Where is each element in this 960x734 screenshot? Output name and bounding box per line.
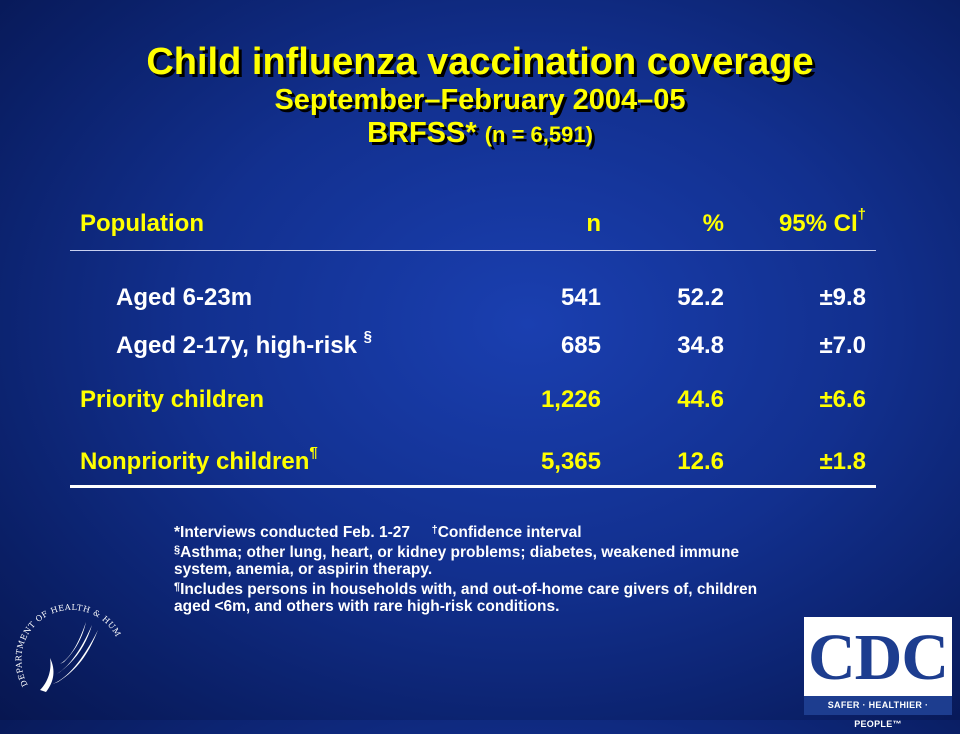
row-percent: 34.8 xyxy=(677,332,724,359)
row-population: Priority children xyxy=(80,386,265,413)
row-percent: 52.2 xyxy=(677,284,724,311)
title-line-3-main: BRFSS* xyxy=(367,117,485,149)
row-ci: ±6.6 xyxy=(819,386,866,413)
hhs-eagle-icon xyxy=(40,622,98,692)
row-percent: 44.6 xyxy=(677,386,724,413)
svg-text:DEPARTMENT OF HEALTH & HUMAN S: DEPARTMENT OF HEALTH & HUMAN SERVICES · … xyxy=(10,590,123,688)
coverage-table: Population n % 95% CI† Aged 6-23m 541 52… xyxy=(70,200,876,486)
header-ci-footnote-mark: † xyxy=(857,206,866,223)
row-n: 685 xyxy=(560,332,601,359)
footnote-high-risk: §Asthma; other lung, heart, or kidney pr… xyxy=(174,544,794,578)
row-population: Aged 6-23m xyxy=(116,284,253,311)
title-line-3-sample-size: (n = 6,591) xyxy=(484,122,593,147)
row-population-label: Nonpriority children xyxy=(80,448,310,475)
row-n: 1,226 xyxy=(540,386,601,413)
hhs-logo: DEPARTMENT OF HEALTH & HUMAN SERVICES · … xyxy=(10,590,130,710)
hhs-seal-ring: DEPARTMENT OF HEALTH & HUMAN SERVICES · … xyxy=(10,590,123,688)
footnote-3-mark: § xyxy=(174,544,181,556)
row-ci: ±9.8 xyxy=(819,284,866,311)
row-population: Aged 2-17y, high-risk § xyxy=(116,328,372,360)
table-row: Aged 2-17y, high-risk § 685 34.8 ±7.0 xyxy=(70,322,876,370)
header-percent: % xyxy=(702,210,724,237)
row-ci: ±7.0 xyxy=(819,332,866,359)
row-ci: ±1.8 xyxy=(819,448,866,475)
row-population: Nonpriority children¶ xyxy=(80,444,318,476)
footnote-4-text: Includes persons in households with, and… xyxy=(174,581,758,615)
header-ci: 95% CI† xyxy=(778,206,866,238)
footnote-2-text: Confidence interval xyxy=(437,524,582,541)
footnote-4-mark: ¶ xyxy=(174,581,181,593)
table-row: Nonpriority children¶ 5,365 12.6 ±1.8 xyxy=(70,438,876,486)
hhs-seal-text: DEPARTMENT OF HEALTH & HUMAN SERVICES · … xyxy=(10,590,122,688)
header-n: n xyxy=(586,210,601,237)
slide-title: Child influenza vaccination coverage Sep… xyxy=(0,40,960,151)
footnote-interviews: *Interviews conducted Feb. 1-27 †Confide… xyxy=(174,524,794,541)
row-population-label: Aged 2-17y, high-risk xyxy=(116,332,364,359)
title-line-2: September–February 2004–05 xyxy=(274,84,686,116)
header-ci-label: 95% CI xyxy=(778,210,858,237)
cdc-wordmark: CDC xyxy=(808,621,949,694)
footnote-3-text: Asthma; other lung, heart, or kidney pro… xyxy=(174,544,740,578)
footnote-nonpriority: ¶Includes persons in households with, an… xyxy=(174,581,794,615)
row-footnote-mark: ¶ xyxy=(309,444,318,461)
cdc-logo: CDC SAFER · HEALTHIER · PEOPLE™ xyxy=(804,617,952,729)
title-line-1: Child influenza vaccination coverage xyxy=(146,41,814,83)
title-line-3: BRFSS* (n = 6,591) xyxy=(0,117,960,151)
table-row: Priority children 1,226 44.6 ±6.6 xyxy=(70,370,876,438)
cdc-tagline: SAFER · HEALTHIER · PEOPLE™ xyxy=(804,696,952,729)
header-population: Population xyxy=(80,210,204,237)
table-bottom-rule xyxy=(70,485,876,488)
table-header-row: Population n % 95% CI† xyxy=(70,200,876,250)
header-divider xyxy=(70,250,876,251)
footnote-1-text: *Interviews conducted Feb. 1-27 xyxy=(174,524,411,541)
footnotes: *Interviews conducted Feb. 1-27 †Confide… xyxy=(174,524,794,618)
table-row: Aged 6-23m 541 52.2 ±9.8 xyxy=(70,274,876,322)
row-percent: 12.6 xyxy=(677,448,724,475)
row-footnote-mark: § xyxy=(363,328,372,345)
row-n: 541 xyxy=(560,284,601,311)
row-n: 5,365 xyxy=(540,448,601,475)
footnote-2-mark: † xyxy=(431,524,438,536)
